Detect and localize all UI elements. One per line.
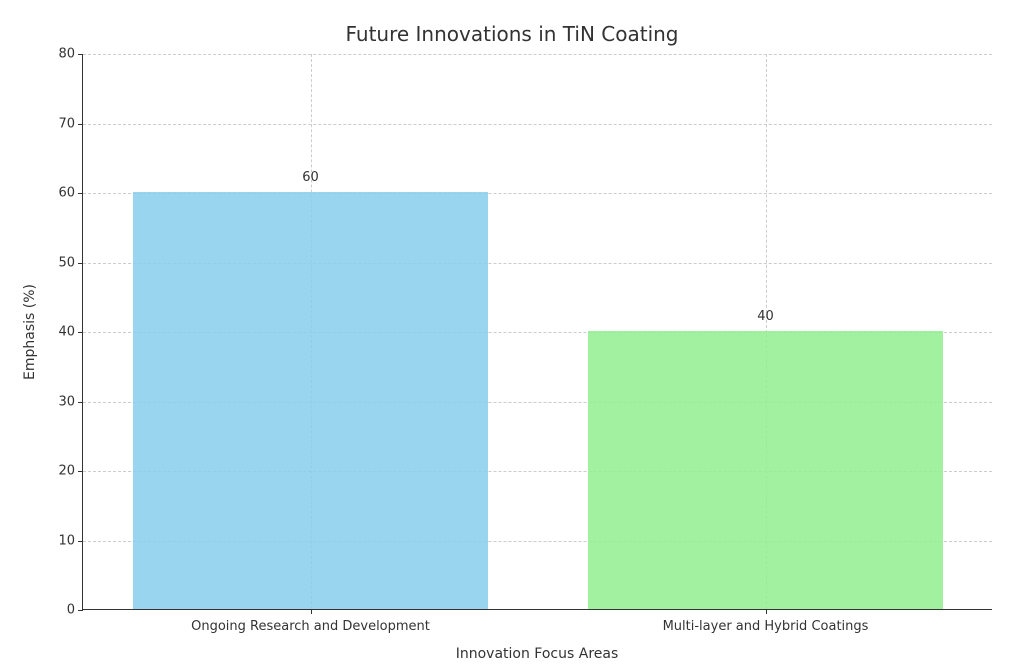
y-tick-label: 80	[58, 47, 83, 62]
y-tick-label: 70	[58, 116, 83, 131]
y-tick-label: 50	[58, 255, 83, 270]
plot-area: 0102030405060708060Ongoing Research and …	[82, 54, 992, 610]
x-tick-label: Multi-layer and Hybrid Coatings	[663, 609, 869, 634]
bar	[588, 331, 943, 609]
y-tick-label: 20	[58, 464, 83, 479]
y-tick-label: 30	[58, 394, 83, 409]
bar-value-label: 40	[757, 309, 774, 324]
y-tick-label: 0	[67, 603, 83, 618]
grid-line-h	[83, 54, 992, 55]
y-tick-label: 10	[58, 533, 83, 548]
y-axis-label: Emphasis (%)	[22, 284, 38, 380]
x-tick-label: Ongoing Research and Development	[191, 609, 430, 634]
x-axis-label: Innovation Focus Areas	[456, 646, 619, 662]
chart-container: Future Innovations in TiN Coating 010203…	[0, 0, 1024, 669]
y-tick-label: 40	[58, 325, 83, 340]
y-tick-label: 60	[58, 186, 83, 201]
bar	[133, 192, 488, 609]
grid-line-h	[83, 124, 992, 125]
bar-value-label: 60	[302, 170, 319, 185]
chart-title: Future Innovations in TiN Coating	[0, 22, 1024, 46]
